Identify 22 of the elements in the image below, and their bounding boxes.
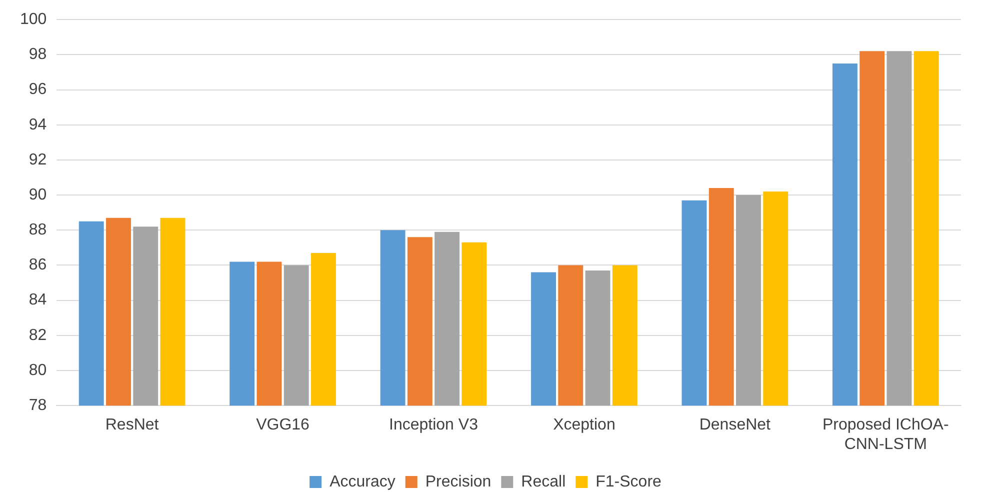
x-tick-label: Proposed IChOA-CNN-LSTM [822,416,949,453]
y-tick-label: 80 [28,362,47,379]
y-tick-label: 94 [28,116,47,134]
y-tick-label: 82 [28,326,47,344]
legend-label: Accuracy [330,473,396,490]
x-tick-label: VGG16 [256,416,310,434]
x-tick-label: ResNet [105,416,160,434]
y-tick-label: 86 [28,256,47,274]
x-tick-label: DenseNet [699,416,772,434]
legend-label: Precision [425,473,492,490]
legend-label: Recall [521,473,566,490]
y-tick-label: 84 [28,292,47,309]
x-tick-label: Xception [553,416,616,434]
y-tick-label: 88 [28,222,47,239]
y-tick-label: 90 [28,186,47,204]
y-tick-label: 100 [20,11,47,28]
y-tick-label: 98 [28,46,47,64]
y-tick-label: 92 [28,151,47,168]
legend-label: F1-Score [596,473,662,490]
y-tick-label: 78 [28,397,47,414]
x-tick-label: Inception V3 [389,416,478,434]
y-tick-label: 96 [28,81,47,98]
